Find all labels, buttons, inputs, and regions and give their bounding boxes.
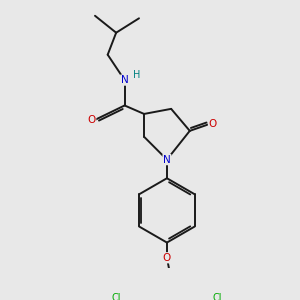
Text: Cl: Cl [112, 292, 122, 300]
Text: O: O [208, 119, 217, 129]
Text: N: N [121, 75, 128, 85]
Text: O: O [88, 115, 96, 125]
Text: O: O [163, 253, 171, 263]
Text: N: N [163, 154, 171, 165]
Text: H: H [133, 70, 140, 80]
Text: Cl: Cl [212, 292, 222, 300]
